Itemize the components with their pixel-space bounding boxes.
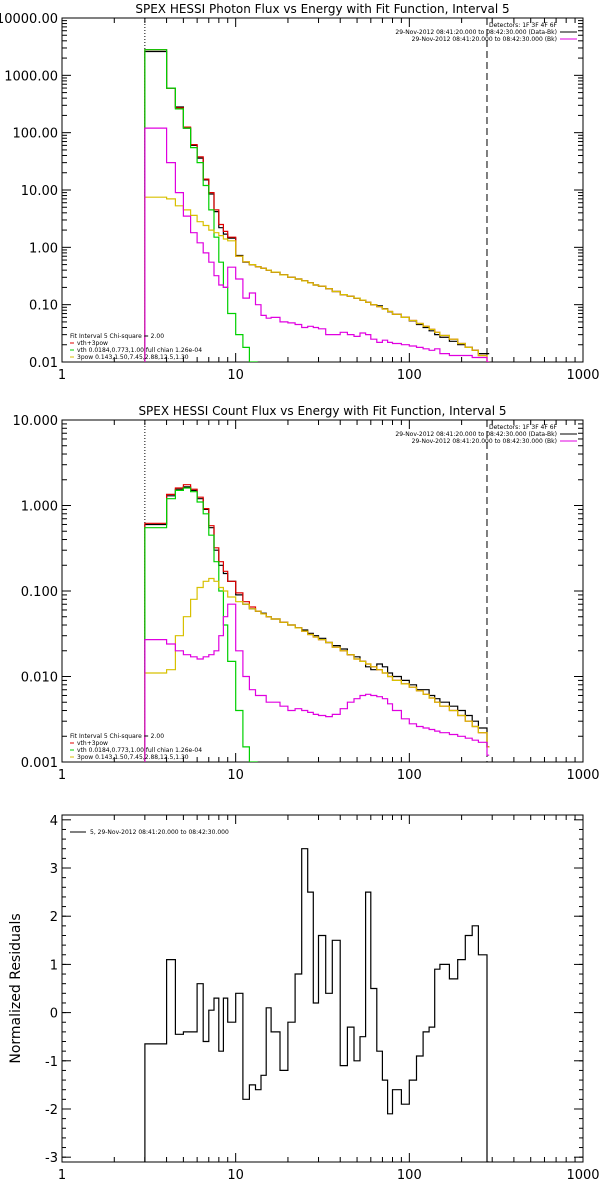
series-line-residuals bbox=[144, 848, 490, 1162]
plot-frame bbox=[61, 814, 584, 1163]
x-tick-label: 100 bbox=[397, 768, 422, 783]
y-tick-label: 0.01 bbox=[29, 356, 58, 371]
x-tick-label: 10 bbox=[227, 368, 244, 383]
x-tick-label: 1 bbox=[58, 368, 66, 383]
plot-area bbox=[144, 49, 490, 362]
y-tick-label: 10000.00 bbox=[0, 12, 58, 27]
x-tick-label: 1000 bbox=[566, 768, 599, 783]
y-tick-label: -2 bbox=[45, 1103, 58, 1118]
y-tick-label: -1 bbox=[45, 1055, 58, 1070]
fit-legend-label: 3pow 0.143,1.50,7.45,2.88,12.5,1.30 bbox=[77, 354, 189, 361]
plot-frame bbox=[61, 17, 584, 363]
series-line-vth+3pow bbox=[144, 49, 490, 362]
fit-legend-label: Fit Interval 5 Chi-square = 2.00 bbox=[70, 333, 164, 340]
y-tick-label: 0.001 bbox=[21, 756, 58, 771]
y-tick-label: 0.100 bbox=[21, 585, 58, 600]
y-tick-label: 0.10 bbox=[29, 299, 58, 314]
legend-label: 29-Nov-2012 08:41:20.000 to 08:42:30.000… bbox=[395, 431, 557, 438]
x-tick-label: 1 bbox=[58, 768, 66, 783]
fit-legend-label: 3pow 0.143,1.50,7.45,2.88,12.5,1.30 bbox=[77, 754, 189, 761]
series-line-3pow bbox=[144, 196, 490, 362]
y-tick-label: 0.010 bbox=[21, 671, 58, 686]
y-tick-label: 3 bbox=[50, 862, 58, 877]
series-line-vth+3pow bbox=[144, 484, 490, 762]
fit-legend-label: vth+3pow bbox=[77, 340, 108, 347]
series-line-vth bbox=[144, 487, 258, 762]
series-line-Data-Bk bbox=[144, 50, 490, 362]
chart-title: SPEX HESSI Photon Flux vs Energy with Fi… bbox=[135, 2, 509, 16]
series-line-3pow bbox=[144, 577, 490, 762]
y-tick-label: 10.00 bbox=[21, 184, 58, 199]
plot-frame bbox=[61, 419, 584, 763]
chart-3: 1 10 100 1000 -3 -2 -1 0 1 2 3 4 Normalized Residual… bbox=[8, 814, 600, 1183]
y-tick-label: 0 bbox=[50, 1007, 58, 1022]
legend-label: 29-Nov-2012 08:41:20.000 to 08:42:30.000… bbox=[395, 29, 557, 36]
x-tick-label: 100 bbox=[397, 1168, 422, 1183]
y-tick-label: 2 bbox=[50, 910, 58, 925]
series-line-Data-Bk bbox=[144, 486, 490, 762]
y-tick-label: 10.000 bbox=[13, 414, 59, 429]
y-tick-label: 1.00 bbox=[29, 241, 58, 256]
fit-legend-label: Fit Interval 5 Chi-square = 2.00 bbox=[70, 733, 164, 740]
legend-label: 29-Nov-2012 08:41:20.000 to 08:42:30.000… bbox=[412, 438, 557, 445]
legend-label: Detectors: 1F 3F 4F 6F bbox=[489, 22, 558, 29]
chart-2: SPEX HESSI Count Flux vs Energy with Fit… bbox=[13, 404, 600, 783]
series-line-vth bbox=[144, 49, 258, 362]
legend-label: 5, 29-Nov-2012 08:41:20.000 to 08:42:30.… bbox=[90, 829, 229, 836]
y-tick-label: 1.000 bbox=[21, 500, 58, 515]
x-tick-label: 10 bbox=[227, 1168, 244, 1183]
fit-legend-label: vth 0.0184,0.773,1.00 full chian 1.26e-0… bbox=[77, 347, 202, 354]
legend-label: Detectors: 1F 3F 4F 6F bbox=[489, 424, 558, 431]
plot-area bbox=[144, 848, 490, 1162]
y-tick-label: -3 bbox=[45, 1151, 58, 1166]
series-line-Bk bbox=[144, 127, 490, 362]
x-tick-label: 1000 bbox=[566, 368, 599, 383]
plot-area bbox=[144, 484, 490, 762]
chart-title: SPEX HESSI Count Flux vs Energy with Fit… bbox=[138, 404, 506, 418]
fit-legend-label: vth 0.0184,0.773,1.00 full chian 1.26e-0… bbox=[77, 747, 202, 754]
legend-label: 29-Nov-2012 08:41:20.000 to 08:42:30.000… bbox=[412, 36, 557, 43]
x-tick-label: 10 bbox=[227, 768, 244, 783]
chart-1: SPEX HESSI Photon Flux vs Energy with Fi… bbox=[0, 2, 600, 383]
y-tick-label: 1000.00 bbox=[4, 69, 58, 84]
y-axis-label: Normalized Residuals bbox=[8, 913, 24, 1063]
y-tick-label: 1 bbox=[50, 958, 58, 973]
fit-legend-label: vth+3pow bbox=[77, 740, 108, 747]
x-tick-label: 1000 bbox=[566, 1168, 599, 1183]
y-tick-label: 4 bbox=[50, 814, 58, 829]
series-line-Bk bbox=[144, 603, 490, 762]
x-tick-label: 1 bbox=[58, 1168, 66, 1183]
x-tick-label: 100 bbox=[397, 368, 422, 383]
y-tick-label: 100.00 bbox=[13, 127, 59, 142]
